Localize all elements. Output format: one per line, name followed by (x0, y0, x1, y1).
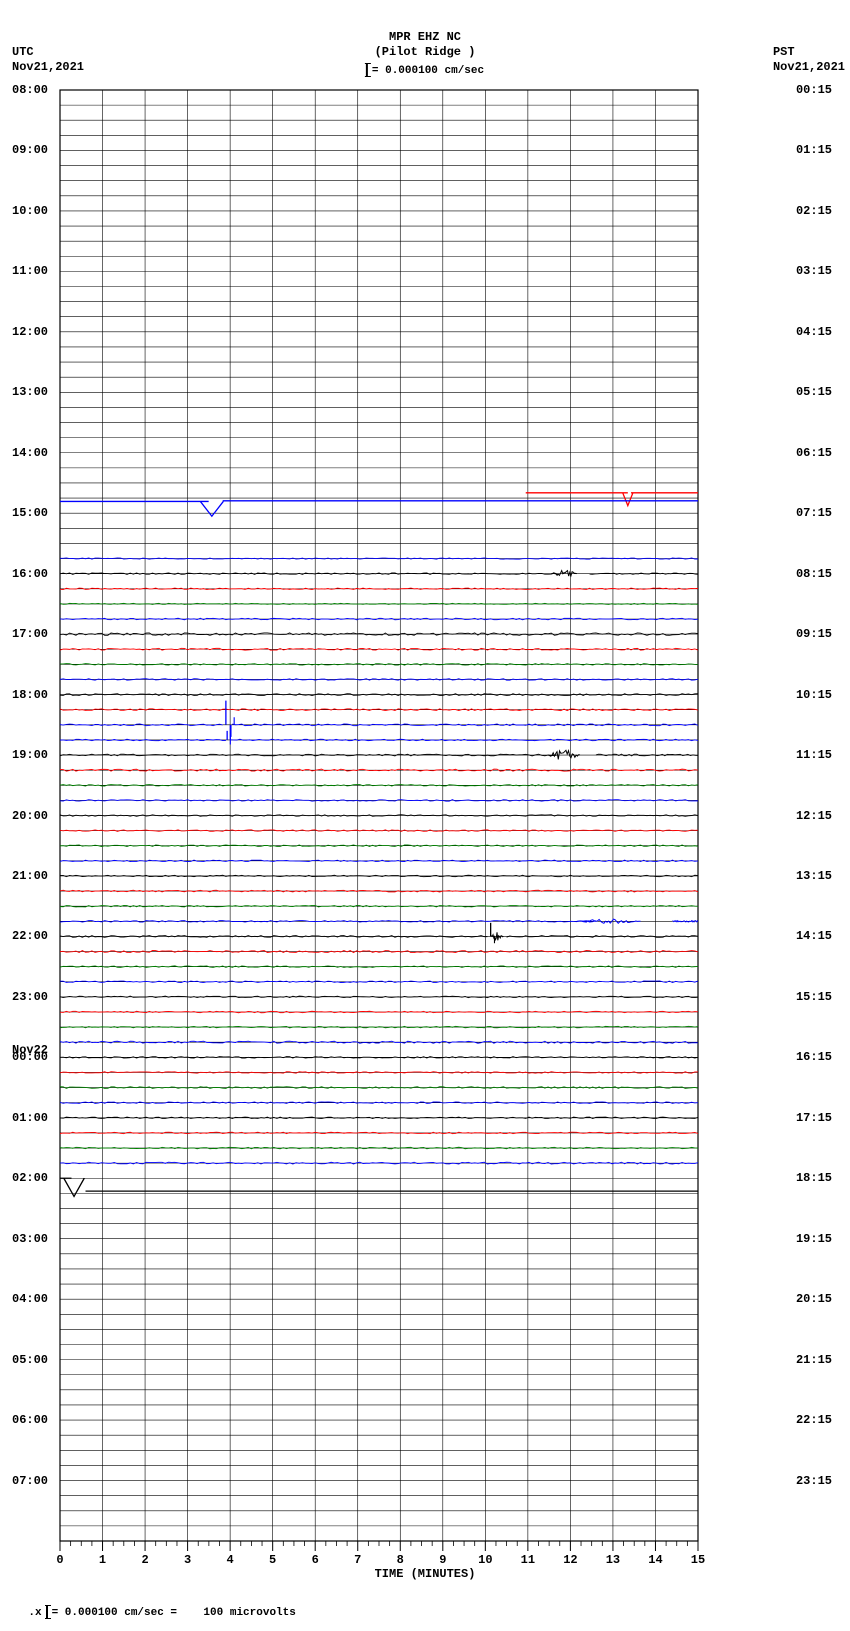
x-tick: 8 (397, 1553, 404, 1567)
utc-label: 14:00 (12, 446, 48, 460)
x-tick: 2 (141, 1553, 148, 1567)
pst-label: 04:15 (796, 325, 832, 339)
utc-label: 09:00 (12, 143, 48, 157)
x-tick: 5 (269, 1553, 276, 1567)
utc-label: 00:00 (12, 1050, 48, 1064)
x-tick: 12 (563, 1553, 577, 1567)
seismogram-container: MPR EHZ NC (Pilot Ridge ) = 0.000100 cm/… (0, 0, 850, 1613)
utc-label: 02:00 (12, 1171, 48, 1185)
utc-label: 20:00 (12, 809, 48, 823)
utc-label: 21:00 (12, 869, 48, 883)
pst-label: 09:15 (796, 627, 832, 641)
pst-label: 06:15 (796, 446, 832, 460)
pst-label: 14:15 (796, 929, 832, 943)
x-tick: 0 (56, 1553, 63, 1567)
pst-label: 16:15 (796, 1050, 832, 1064)
pst-label: 07:15 (796, 506, 832, 520)
pst-label: 20:15 (796, 1292, 832, 1306)
helicorder-plot (0, 0, 850, 1613)
x-tick: 11 (521, 1553, 535, 1567)
pst-label: 17:15 (796, 1111, 832, 1125)
utc-label: 17:00 (12, 627, 48, 641)
footer-note: .x= 0.000100 cm/sec = 100 microvolts (2, 1593, 296, 1631)
utc-label: 16:00 (12, 567, 48, 581)
pst-label: 11:15 (796, 748, 832, 762)
x-tick: 10 (478, 1553, 492, 1567)
x-tick: 6 (312, 1553, 319, 1567)
utc-label: 13:00 (12, 385, 48, 399)
pst-label: 18:15 (796, 1171, 832, 1185)
x-tick: 14 (648, 1553, 662, 1567)
x-axis-label: TIME (MINUTES) (375, 1567, 476, 1581)
pst-label: 00:15 (796, 83, 832, 97)
pst-label: 23:15 (796, 1474, 832, 1488)
utc-label: 18:00 (12, 688, 48, 702)
pst-label: 19:15 (796, 1232, 832, 1246)
utc-label: 06:00 (12, 1413, 48, 1427)
pst-label: 12:15 (796, 809, 832, 823)
pst-label: 10:15 (796, 688, 832, 702)
pst-label: 01:15 (796, 143, 832, 157)
utc-label: 23:00 (12, 990, 48, 1004)
utc-label: 01:00 (12, 1111, 48, 1125)
x-tick: 4 (227, 1553, 234, 1567)
pst-label: 21:15 (796, 1353, 832, 1367)
utc-label: 22:00 (12, 929, 48, 943)
pst-label: 08:15 (796, 567, 832, 581)
utc-label: 11:00 (12, 264, 48, 278)
pst-label: 13:15 (796, 869, 832, 883)
x-tick: 1 (99, 1553, 106, 1567)
pst-label: 22:15 (796, 1413, 832, 1427)
utc-label: 05:00 (12, 1353, 48, 1367)
utc-label: 07:00 (12, 1474, 48, 1488)
x-tick: 7 (354, 1553, 361, 1567)
utc-label: 04:00 (12, 1292, 48, 1306)
utc-label: 10:00 (12, 204, 48, 218)
pst-label: 15:15 (796, 990, 832, 1004)
utc-label: 15:00 (12, 506, 48, 520)
x-tick: 13 (606, 1553, 620, 1567)
x-tick: 9 (439, 1553, 446, 1567)
pst-label: 02:15 (796, 204, 832, 218)
pst-label: 03:15 (796, 264, 832, 278)
x-tick: 15 (691, 1553, 705, 1567)
utc-label: 03:00 (12, 1232, 48, 1246)
utc-label: 19:00 (12, 748, 48, 762)
pst-label: 05:15 (796, 385, 832, 399)
utc-label: 12:00 (12, 325, 48, 339)
x-tick: 3 (184, 1553, 191, 1567)
utc-label: 08:00 (12, 83, 48, 97)
